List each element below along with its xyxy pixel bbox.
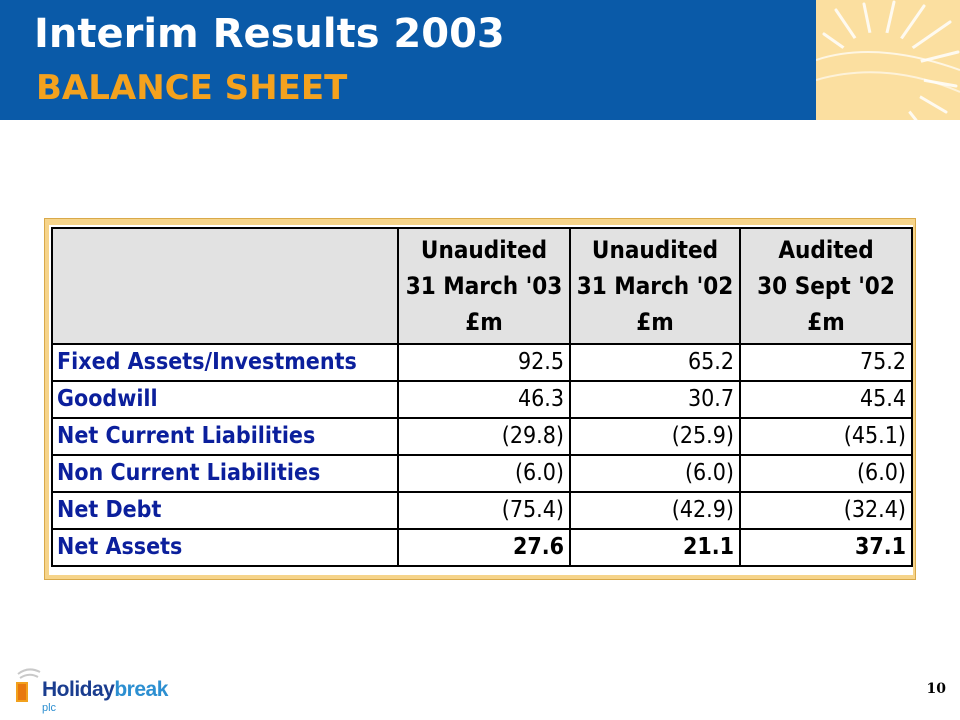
value-cell: (29.8) [397,417,571,456]
balance-sheet-table: Unaudited 31 March '03 £m Unaudited 31 M… [51,227,913,567]
row-label: Fixed Assets/Investments [51,343,399,382]
column-header-date: 30 Sept '02 [757,272,895,300]
total-row: Net Assets 27.6 21.1 37.1 [51,528,913,567]
logo-word-holiday: Holiday [42,678,115,701]
value-cell: (25.9) [569,417,741,456]
table-row: Net Debt (75.4) (42.9) (32.4) [51,491,913,530]
balance-sheet-panel: Unaudited 31 March '03 £m Unaudited 31 M… [49,225,913,575]
value-cell: 37.1 [739,528,913,567]
value-cell: 45.4 [739,380,913,419]
table-row: Goodwill 46.3 30.7 45.4 [51,380,913,419]
table-row: Net Current Liabilities (29.8) (25.9) (4… [51,417,913,456]
column-header: Unaudited 31 March '02 £m [569,227,741,345]
title-banner: Interim Results 2003 BALANCE SHEET [0,0,816,120]
value-cell: 21.1 [569,528,741,567]
value-cell: 75.2 [739,343,913,382]
row-label: Goodwill [51,380,399,419]
column-header-unit: £m [807,308,845,336]
table-row: Non Current Liabilities (6.0) (6.0) (6.0… [51,454,913,493]
value-cell: (6.0) [569,454,741,493]
column-header-date: 31 March '03 [405,272,563,300]
value-cell: 27.6 [397,528,571,567]
table-row: Fixed Assets/Investments 92.5 65.2 75.2 [51,343,913,382]
page-subtitle: BALANCE SHEET [36,68,348,108]
column-header: Audited 30 Sept '02 £m [739,227,913,345]
sun-rays-icon [816,0,960,120]
value-cell: 65.2 [569,343,741,382]
row-label: Non Current Liabilities [51,454,399,493]
logo-word-break: break [114,678,168,701]
sun-house-logo-icon [16,668,41,702]
logo-plc: plc [42,702,57,714]
value-cell: (42.9) [569,491,741,530]
value-cell: (45.1) [739,417,913,456]
row-label: Net Current Liabilities [51,417,399,456]
column-header: Unaudited 31 March '03 £m [397,227,571,345]
page-title: Interim Results 2003 [34,11,505,57]
header-blank-cell [51,227,399,345]
value-cell: (75.4) [397,491,571,530]
value-cell: 30.7 [569,380,741,419]
balance-sheet-frame: Unaudited 31 March '03 £m Unaudited 31 M… [44,218,916,580]
value-cell: (6.0) [739,454,913,493]
value-cell: 92.5 [397,343,571,382]
column-header-status: Audited [778,236,874,264]
column-header-status: Unaudited [420,236,548,264]
column-header-date: 31 March '02 [576,272,734,300]
holidaybreak-logo: Holidaybreak plc [14,668,168,714]
column-header-unit: £m [465,308,503,336]
row-label: Net Assets [51,528,399,567]
row-label: Net Debt [51,491,399,530]
value-cell: (6.0) [397,454,571,493]
logo-wordmark: Holidaybreak [42,678,168,702]
page-number: 10 [926,681,946,697]
table-header-row: Unaudited 31 March '03 £m Unaudited 31 M… [51,227,913,345]
value-cell: (32.4) [739,491,913,530]
value-cell: 46.3 [397,380,571,419]
column-header-unit: £m [636,308,674,336]
column-header-status: Unaudited [591,236,719,264]
